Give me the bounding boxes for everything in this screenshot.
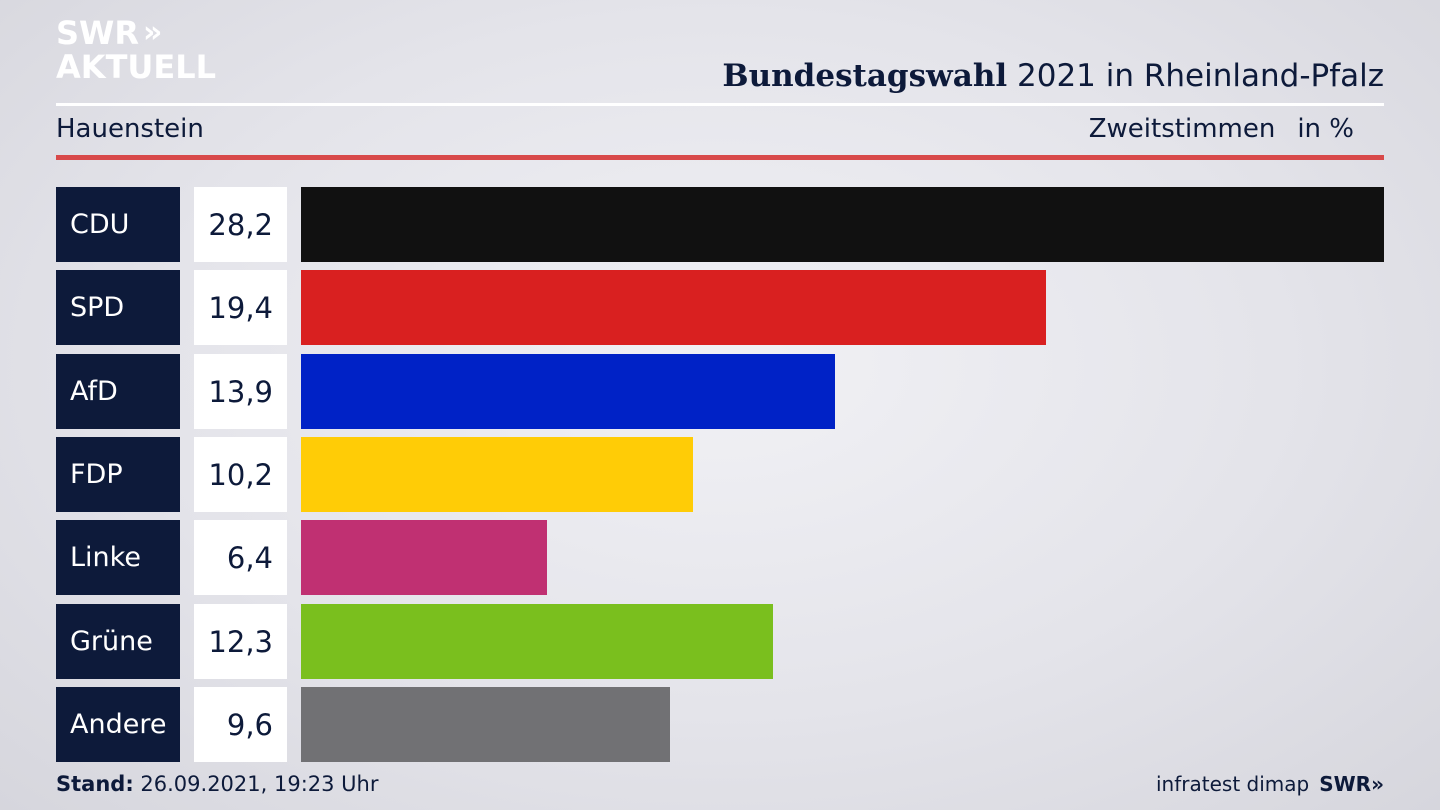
stand-label: Stand: (56, 772, 134, 796)
value-label: 6,4 (194, 520, 287, 595)
bar-afd (301, 354, 835, 429)
value-label: 19,4 (194, 270, 287, 345)
party-label: Linke (56, 520, 180, 595)
measure-unit-label: Zweitstimmen in % (1089, 114, 1354, 144)
bar-row-grüne: Grüne 12,3 (56, 604, 1384, 679)
bar-row-spd: SPD 19,4 (56, 270, 1384, 345)
swr-aktuell-logo: SWR » AKTUELL (56, 14, 217, 86)
bar-cdu (301, 187, 1384, 262)
bar-fdp (301, 437, 693, 512)
unit-label: in % (1297, 114, 1354, 144)
bar-row-cdu: CDU 28,2 (56, 187, 1384, 262)
bar-row-fdp: FDP 10,2 (56, 437, 1384, 512)
region-subtitle: Hauenstein (56, 114, 204, 144)
value-label: 12,3 (194, 604, 287, 679)
bar-row-linke: Linke 6,4 (56, 520, 1384, 595)
bar-andere (301, 687, 670, 762)
party-label: AfD (56, 354, 180, 429)
title-bold: Bundestagswahl (722, 58, 1008, 94)
source-credit: infratest dimap SWR» (1156, 772, 1384, 796)
logo-aktuell-text: AKTUELL (56, 48, 217, 86)
party-label: FDP (56, 437, 180, 512)
party-label: CDU (56, 187, 180, 262)
logo-chevron-icon: » (142, 15, 163, 50)
bar-row-afd: AfD 13,9 (56, 354, 1384, 429)
source-label: infratest dimap (1156, 772, 1310, 796)
value-label: 13,9 (194, 354, 287, 429)
title-rest: 2021 in Rheinland-Pfalz (1007, 58, 1384, 94)
measure-label: Zweitstimmen (1088, 114, 1276, 144)
bar-linke (301, 520, 547, 595)
header-divider (56, 103, 1384, 106)
value-label: 10,2 (194, 437, 287, 512)
value-label: 28,2 (194, 187, 287, 262)
stand-value: 26.09.2021, 19:23 Uhr (133, 772, 379, 796)
party-label: Andere (56, 687, 180, 762)
value-label: 9,6 (194, 687, 287, 762)
page-title: Bundestagswahl 2021 in Rheinland-Pfalz (722, 58, 1384, 94)
accent-divider (56, 155, 1384, 160)
timestamp: Stand: 26.09.2021, 19:23 Uhr (56, 772, 379, 796)
party-label: Grüne (56, 604, 180, 679)
logo-swr-text: SWR (56, 14, 139, 52)
bar-grüne (301, 604, 773, 679)
footer-swr-logo: SWR» (1319, 772, 1384, 796)
bar-spd (301, 270, 1046, 345)
party-label: SPD (56, 270, 180, 345)
bar-row-andere: Andere 9,6 (56, 687, 1384, 762)
